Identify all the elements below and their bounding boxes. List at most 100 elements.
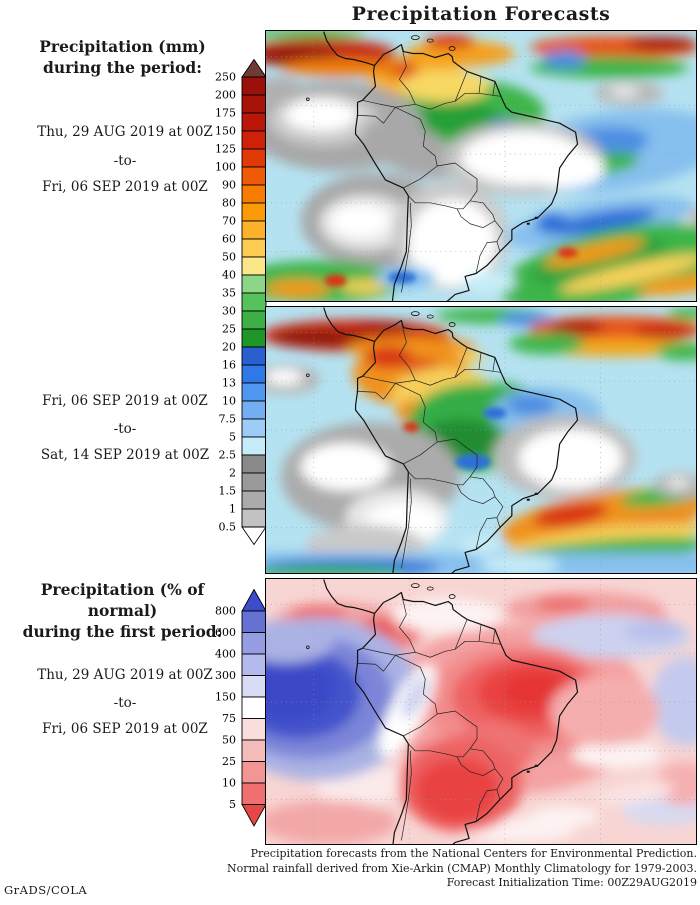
legend-segment xyxy=(241,436,267,456)
legend-tick-label: 0.5 xyxy=(219,521,237,534)
panel1-date-separator: -to- xyxy=(113,153,137,169)
panel2-date-separator: -to- xyxy=(113,421,137,437)
footer-notes: Precipitation forecasts from the Nationa… xyxy=(180,847,697,891)
legend-top-arrow xyxy=(241,58,267,78)
legend-tick-label: 10 xyxy=(222,777,236,790)
legend-bottom-arrow xyxy=(241,804,267,827)
grads-cola-credit: GrADS/COLA xyxy=(4,883,88,897)
legend-tick-label: 25 xyxy=(222,755,236,768)
legend-segment xyxy=(241,739,267,762)
map-panel-precip-week1 xyxy=(265,30,697,302)
legend-tick-label: 5 xyxy=(229,431,236,444)
legend-tick-label: 200 xyxy=(215,89,236,102)
footer-line2: Normal rainfall derived from Xie-Arkin (… xyxy=(227,861,697,875)
map-panel-precip-week2 xyxy=(265,306,697,574)
legend-segment xyxy=(241,653,267,676)
legend-segment xyxy=(241,310,267,330)
panel1-heading-line2: during the period: xyxy=(42,58,202,77)
legend-tick-label: 2 xyxy=(229,467,236,480)
legend-tick-label: 10 xyxy=(222,395,236,408)
legend-segment xyxy=(241,112,267,132)
legend-tick-label: 90 xyxy=(222,179,236,192)
legend-tick-label: 16 xyxy=(222,359,236,372)
legend-segment xyxy=(241,94,267,114)
legend-segment xyxy=(241,202,267,222)
precip-week2-map-svg xyxy=(266,307,696,573)
panel3-date-from: Thu, 29 AUG 2019 at 00Z xyxy=(37,667,213,683)
panel1-heading-line1: Precipitation (mm) xyxy=(39,37,206,56)
footer-line3: Forecast Initialization Time: 00Z29AUG20… xyxy=(446,876,697,889)
legend-segment xyxy=(241,184,267,204)
legend-segment xyxy=(241,718,267,741)
percent-of-normal-map-svg xyxy=(266,579,696,844)
legend-segment xyxy=(241,148,267,168)
footer-line1: Precipitation forecasts from the Nationa… xyxy=(250,847,697,860)
legend-tick-label: 50 xyxy=(222,251,236,264)
legend-segment xyxy=(241,610,267,633)
panel1-heading: Precipitation (mm) during the period: xyxy=(5,36,240,78)
legend-tick-label: 150 xyxy=(215,691,236,704)
legend-tick-label: 800 xyxy=(215,605,236,618)
legend-tick-label: 150 xyxy=(215,125,236,138)
legend-segment xyxy=(241,761,267,784)
legend-tick-label: 25 xyxy=(222,323,236,336)
panel2-date-to: Sat, 14 SEP 2019 at 00Z xyxy=(40,447,210,463)
legend-tick-label: 30 xyxy=(222,305,236,318)
legend-segment xyxy=(241,675,267,698)
map-panel-percent-of-normal xyxy=(265,578,697,845)
legend-tick-label: 5 xyxy=(229,798,236,811)
legend-segment xyxy=(241,400,267,420)
legend-segment xyxy=(241,418,267,438)
panel3-heading-line2: during the first period: xyxy=(22,622,223,641)
panel3-date-separator: -to- xyxy=(113,695,137,711)
colorbar-legend-mm: 250 200 175 150 125 100 90 80 70 60 50 40 35 30 25 20 16… xyxy=(196,58,268,550)
legend-segment xyxy=(241,782,267,805)
legend-tick-label: 125 xyxy=(215,143,236,156)
legend-segment xyxy=(241,490,267,510)
legend-segment xyxy=(241,382,267,402)
legend-pct-svg: 800 600 400 300 150 75 50 25 10 5 xyxy=(215,588,267,827)
legend-tick-label: 300 xyxy=(215,669,236,682)
legend-segment xyxy=(241,76,267,96)
panel1-date-to: Fri, 06 SEP 2019 at 00Z xyxy=(42,179,208,195)
legend-bottom-arrow xyxy=(241,526,267,546)
legend-tick-label: 80 xyxy=(222,197,236,210)
legend-tick-label: 100 xyxy=(215,161,236,174)
legend-tick-label: 600 xyxy=(215,626,236,639)
legend-segment xyxy=(241,166,267,186)
legend-segment xyxy=(241,472,267,492)
legend-tick-label: 50 xyxy=(222,734,236,747)
legend-tick-label: 400 xyxy=(215,648,236,661)
legend-tick-label: 7.5 xyxy=(219,413,237,426)
legend-segment xyxy=(241,274,267,294)
legend-segment xyxy=(241,346,267,366)
legend-segment xyxy=(241,696,267,719)
legend-segment xyxy=(241,508,267,528)
panel3-date-to: Fri, 06 SEP 2019 at 00Z xyxy=(42,721,208,737)
legend-segment xyxy=(241,292,267,312)
colorbar-legend-percent: 800 600 400 300 150 75 50 25 10 5 xyxy=(196,588,268,832)
legend-segment xyxy=(241,220,267,240)
panel1-date-from: Thu, 29 AUG 2019 at 00Z xyxy=(37,124,213,140)
legend-tick-label: 20 xyxy=(222,341,236,354)
panel2-date-from: Fri, 06 SEP 2019 at 00Z xyxy=(42,393,208,409)
panel3-heading: Precipitation (% of normal) during the f… xyxy=(5,579,240,642)
legend-top-arrow xyxy=(241,588,267,612)
legend-tick-label: 1.5 xyxy=(219,485,237,498)
legend-tick-label: 13 xyxy=(222,377,236,390)
panel3-heading-line1: Precipitation (% of normal) xyxy=(40,580,205,620)
legend-segment xyxy=(241,454,267,474)
page-title: Precipitation Forecasts xyxy=(351,3,611,25)
legend-segment xyxy=(241,238,267,258)
legend-segment xyxy=(241,328,267,348)
legend-tick-label: 35 xyxy=(222,287,236,300)
legend-tick-label: 1 xyxy=(229,503,236,516)
legend-segment xyxy=(241,256,267,276)
legend-tick-label: 70 xyxy=(222,215,236,228)
legend-segment xyxy=(241,364,267,384)
legend-tick-label: 60 xyxy=(222,233,236,246)
legend-tick-label: 175 xyxy=(215,107,236,120)
legend-tick-label: 75 xyxy=(222,712,236,725)
legend-segment xyxy=(241,130,267,150)
